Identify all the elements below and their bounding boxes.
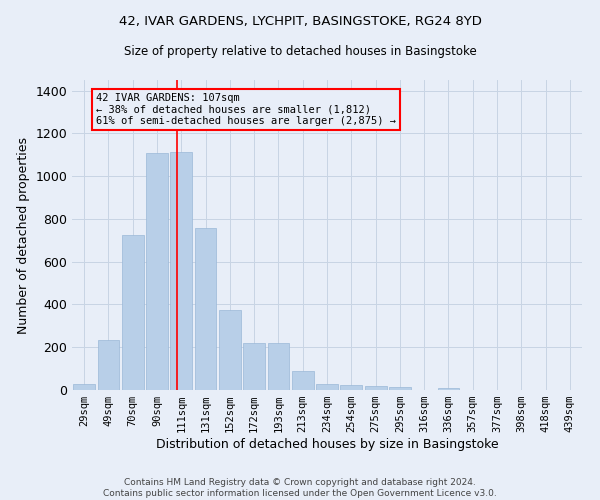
Y-axis label: Number of detached properties: Number of detached properties bbox=[17, 136, 30, 334]
Bar bbox=[194, 228, 217, 390]
Bar bbox=[146, 152, 168, 390]
Text: 42, IVAR GARDENS, LYCHPIT, BASINGSTOKE, RG24 8YD: 42, IVAR GARDENS, LYCHPIT, BASINGSTOKE, … bbox=[119, 15, 481, 28]
Bar bbox=[243, 343, 265, 390]
Bar bbox=[97, 340, 119, 390]
Bar bbox=[389, 387, 411, 390]
Text: 42 IVAR GARDENS: 107sqm
← 38% of detached houses are smaller (1,812)
61% of semi: 42 IVAR GARDENS: 107sqm ← 38% of detache… bbox=[96, 93, 396, 126]
Bar bbox=[170, 152, 192, 390]
Bar bbox=[316, 384, 338, 390]
Bar bbox=[365, 386, 386, 390]
Bar bbox=[292, 371, 314, 390]
Bar bbox=[268, 343, 289, 390]
Bar bbox=[122, 235, 143, 390]
Bar bbox=[219, 310, 241, 390]
X-axis label: Distribution of detached houses by size in Basingstoke: Distribution of detached houses by size … bbox=[155, 438, 499, 451]
Bar bbox=[437, 388, 460, 390]
Bar bbox=[73, 384, 95, 390]
Text: Contains HM Land Registry data © Crown copyright and database right 2024.
Contai: Contains HM Land Registry data © Crown c… bbox=[103, 478, 497, 498]
Text: Size of property relative to detached houses in Basingstoke: Size of property relative to detached ho… bbox=[124, 45, 476, 58]
Bar bbox=[340, 384, 362, 390]
